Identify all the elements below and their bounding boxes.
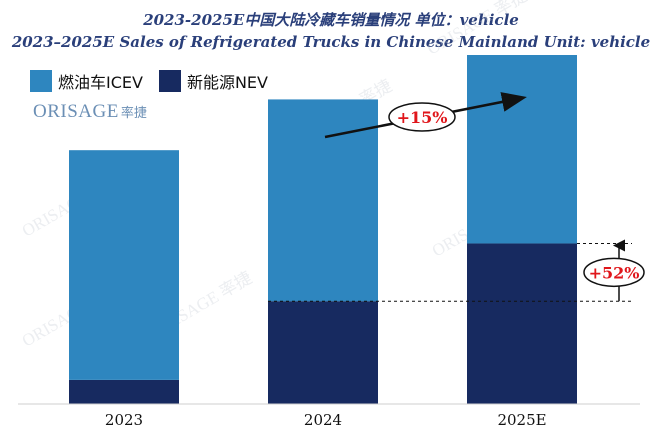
legend-label-nev: 新能源NEV	[186, 73, 268, 92]
x-tick-label: 2024	[304, 411, 342, 429]
bar-icev-2024	[268, 99, 378, 302]
logo-cn-text: 率捷	[120, 106, 147, 121]
bar-nev-2023	[69, 379, 179, 404]
bar-nev-2024	[268, 301, 378, 404]
chart-title-en: 2023–2025E Sales of Refrigerated Trucks …	[11, 33, 651, 51]
total-growth-ellipse	[388, 102, 456, 132]
chart-title-cn: 2023-2025E中国大陆冷藏车销量情况 单位：vehicle	[143, 11, 519, 29]
nev-growth-ellipse	[583, 257, 645, 288]
legend-item-icev: 燃油车ICEV	[30, 69, 143, 93]
x-tick-label: 2025E	[497, 411, 546, 429]
logo-text: ORISAGE	[33, 101, 119, 122]
bar-nev-2025E	[467, 243, 577, 404]
nev-growth-label: +52%	[589, 263, 640, 282]
legend-label-icev: 燃油车ICEV	[58, 73, 143, 92]
brand-logo: ORISAGE 率捷	[33, 101, 147, 123]
legend-swatch-icev	[30, 70, 52, 92]
total-growth-label: +15%	[397, 108, 448, 127]
legend: 燃油车ICEV 新能源NEV	[30, 69, 284, 93]
bar-icev-2025E	[467, 55, 577, 244]
bar-icev-2023	[69, 150, 179, 380]
x-tick-label: 2023	[105, 411, 143, 429]
legend-item-nev: 新能源NEV	[158, 69, 268, 93]
legend-swatch-nev	[158, 70, 181, 92]
